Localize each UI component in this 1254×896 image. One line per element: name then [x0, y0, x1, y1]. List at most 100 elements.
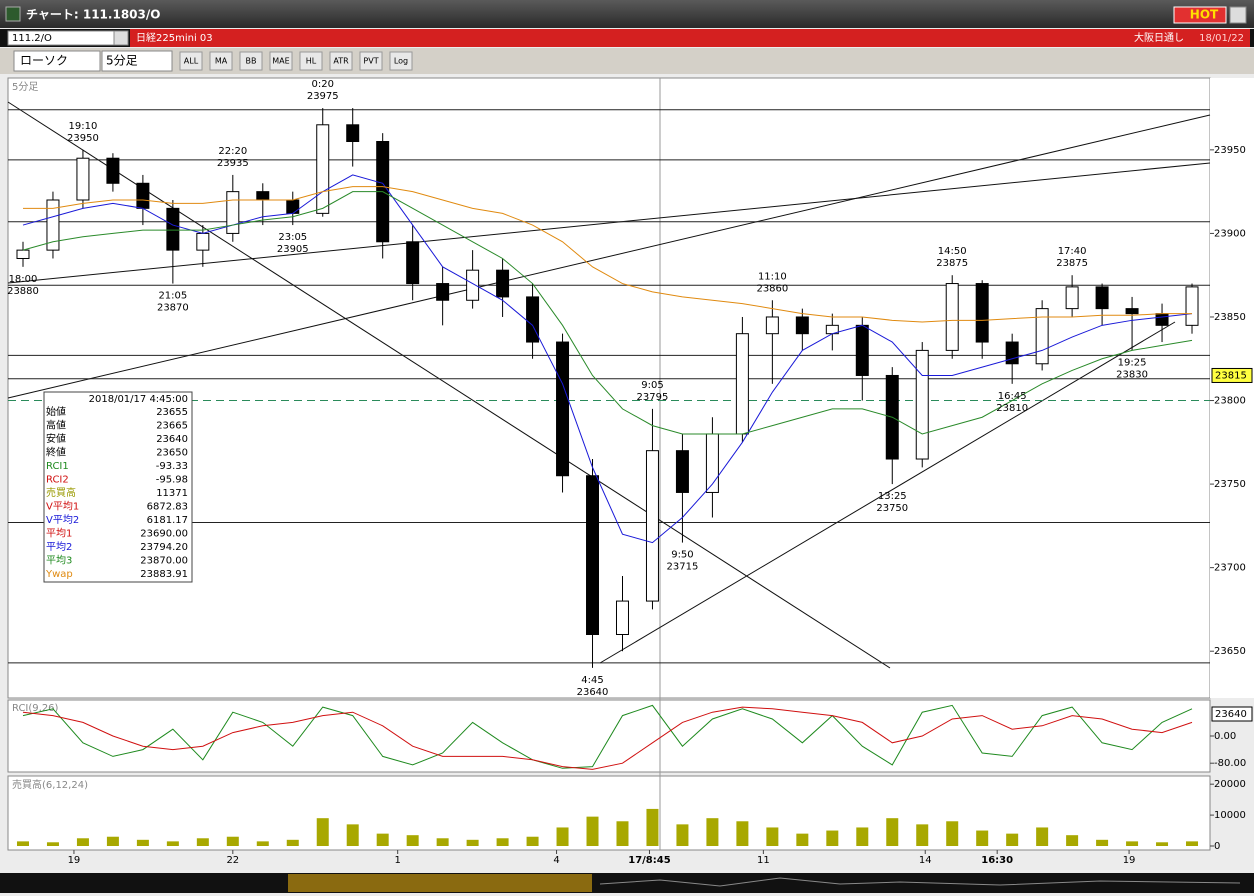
volume-bar: [406, 835, 419, 846]
tool-label: Log: [394, 57, 408, 66]
y-tick-label: 23650: [1214, 646, 1246, 657]
candle-body: [945, 283, 959, 351]
info-label: Ywap: [45, 569, 73, 580]
annotation-price: 23860: [756, 283, 788, 294]
tool-button[interactable]: [359, 51, 383, 71]
annotation-price: 23975: [307, 91, 339, 102]
scrollbar[interactable]: [0, 873, 1254, 893]
volume-bar: [526, 836, 539, 846]
y-tick-label: 0.00: [1214, 731, 1236, 742]
info-label: 高値: [46, 419, 66, 432]
y-tick-label: -80.00: [1214, 758, 1246, 769]
volume-bar: [766, 827, 779, 846]
info-box: [43, 391, 193, 583]
panel-label: 売買高(6,12,24): [12, 778, 88, 791]
trend-line: [7, 114, 1211, 399]
rci-panel: [7, 699, 1211, 773]
x-tick-label: 16:30: [981, 855, 1013, 866]
close-button[interactable]: [1229, 6, 1247, 24]
candle-body: [406, 241, 420, 285]
candle-body: [256, 191, 270, 201]
volume-bar: [676, 824, 689, 846]
volume-bar: [916, 824, 929, 846]
candle-body: [106, 157, 120, 184]
annotation-time: 16:45: [998, 391, 1027, 402]
info-value: 6181.17: [147, 515, 188, 526]
volume-bar: [466, 839, 479, 846]
annotation-price: 23750: [876, 503, 908, 514]
volume-bar: [166, 841, 179, 846]
y-tick-label: 23800: [1214, 396, 1246, 407]
info-label: RCI2: [46, 475, 69, 486]
candle-body: [1155, 313, 1169, 326]
annotation-price: 23935: [217, 158, 249, 169]
tool-button[interactable]: [239, 51, 263, 71]
tool-button[interactable]: [269, 51, 293, 71]
moving-average: [22, 174, 1193, 544]
info-value: 23665: [156, 421, 188, 432]
tool-button[interactable]: [299, 51, 323, 71]
annotation-time: 22:20: [218, 146, 247, 157]
rci-marker-box: [1211, 706, 1253, 722]
volume-bar: [1036, 827, 1049, 846]
tool-button[interactable]: [179, 51, 203, 71]
moving-average: [22, 191, 1193, 435]
y-tick-label: 20000: [1214, 779, 1246, 790]
volume-bar: [736, 821, 749, 846]
annotation-time: 18:00: [9, 274, 38, 285]
hot-label: HOT: [1190, 8, 1219, 22]
symbol-dropdown[interactable]: [113, 30, 129, 46]
info-label: 平均3: [46, 554, 72, 567]
y-tick-label: 23900: [1214, 228, 1246, 239]
candle-body: [795, 316, 809, 335]
annotation-price: 23905: [277, 244, 309, 255]
volume-bar: [286, 839, 299, 846]
volume-bar: [946, 821, 959, 846]
candle-body: [1035, 308, 1049, 365]
annotation-time: 4:45: [581, 675, 603, 686]
tool-button[interactable]: [329, 51, 353, 71]
volume-bar: [1066, 835, 1079, 846]
x-tick-label: 4: [553, 855, 559, 866]
interval-select[interactable]: [101, 50, 173, 72]
info-value: -95.98: [156, 475, 188, 486]
tool-label: MA: [215, 57, 228, 66]
info-label: 安値: [46, 432, 66, 445]
window-title: チャート: 111.1803/O: [26, 8, 160, 22]
title-bar: [0, 0, 1254, 28]
info-value: 23870.00: [140, 556, 188, 567]
session: 大阪日通し: [1134, 31, 1184, 44]
style-select[interactable]: [13, 50, 101, 72]
candle-body: [586, 475, 600, 635]
date: 18/01/22: [1199, 33, 1244, 44]
info-value: 11371: [156, 488, 188, 499]
info-label: RCI1: [46, 461, 69, 472]
tool-button[interactable]: [389, 51, 413, 71]
rci-line: [22, 704, 1193, 769]
x-tick-label: 22: [226, 855, 239, 866]
x-tick-label: 19: [68, 855, 81, 866]
y-tick-label: 23750: [1214, 479, 1246, 490]
volume-bar: [16, 841, 29, 846]
volume-bar: [136, 839, 149, 846]
hot-button[interactable]: [1173, 6, 1227, 24]
tool-label: ALL: [184, 57, 199, 66]
candle-body: [226, 191, 240, 234]
volume-bar: [976, 830, 989, 846]
volume-bar: [556, 827, 569, 846]
info-label: V平均2: [46, 513, 79, 526]
annotation-time: 0:20: [312, 79, 334, 90]
volume-panel: [7, 775, 1211, 851]
info-value: -93.33: [156, 461, 188, 472]
info-label: V平均1: [46, 500, 79, 513]
volume-bar: [256, 841, 269, 846]
volume-bar: [226, 836, 239, 846]
scroll-thumb[interactable]: [288, 874, 592, 892]
candle-body: [556, 341, 570, 477]
annotation-time: 19:10: [69, 121, 98, 132]
tool-button[interactable]: [209, 51, 233, 71]
candle-body: [16, 249, 30, 259]
annotation-time: 13:25: [878, 491, 907, 502]
volume-bar: [886, 818, 899, 846]
info-value: 23883.91: [140, 569, 188, 580]
